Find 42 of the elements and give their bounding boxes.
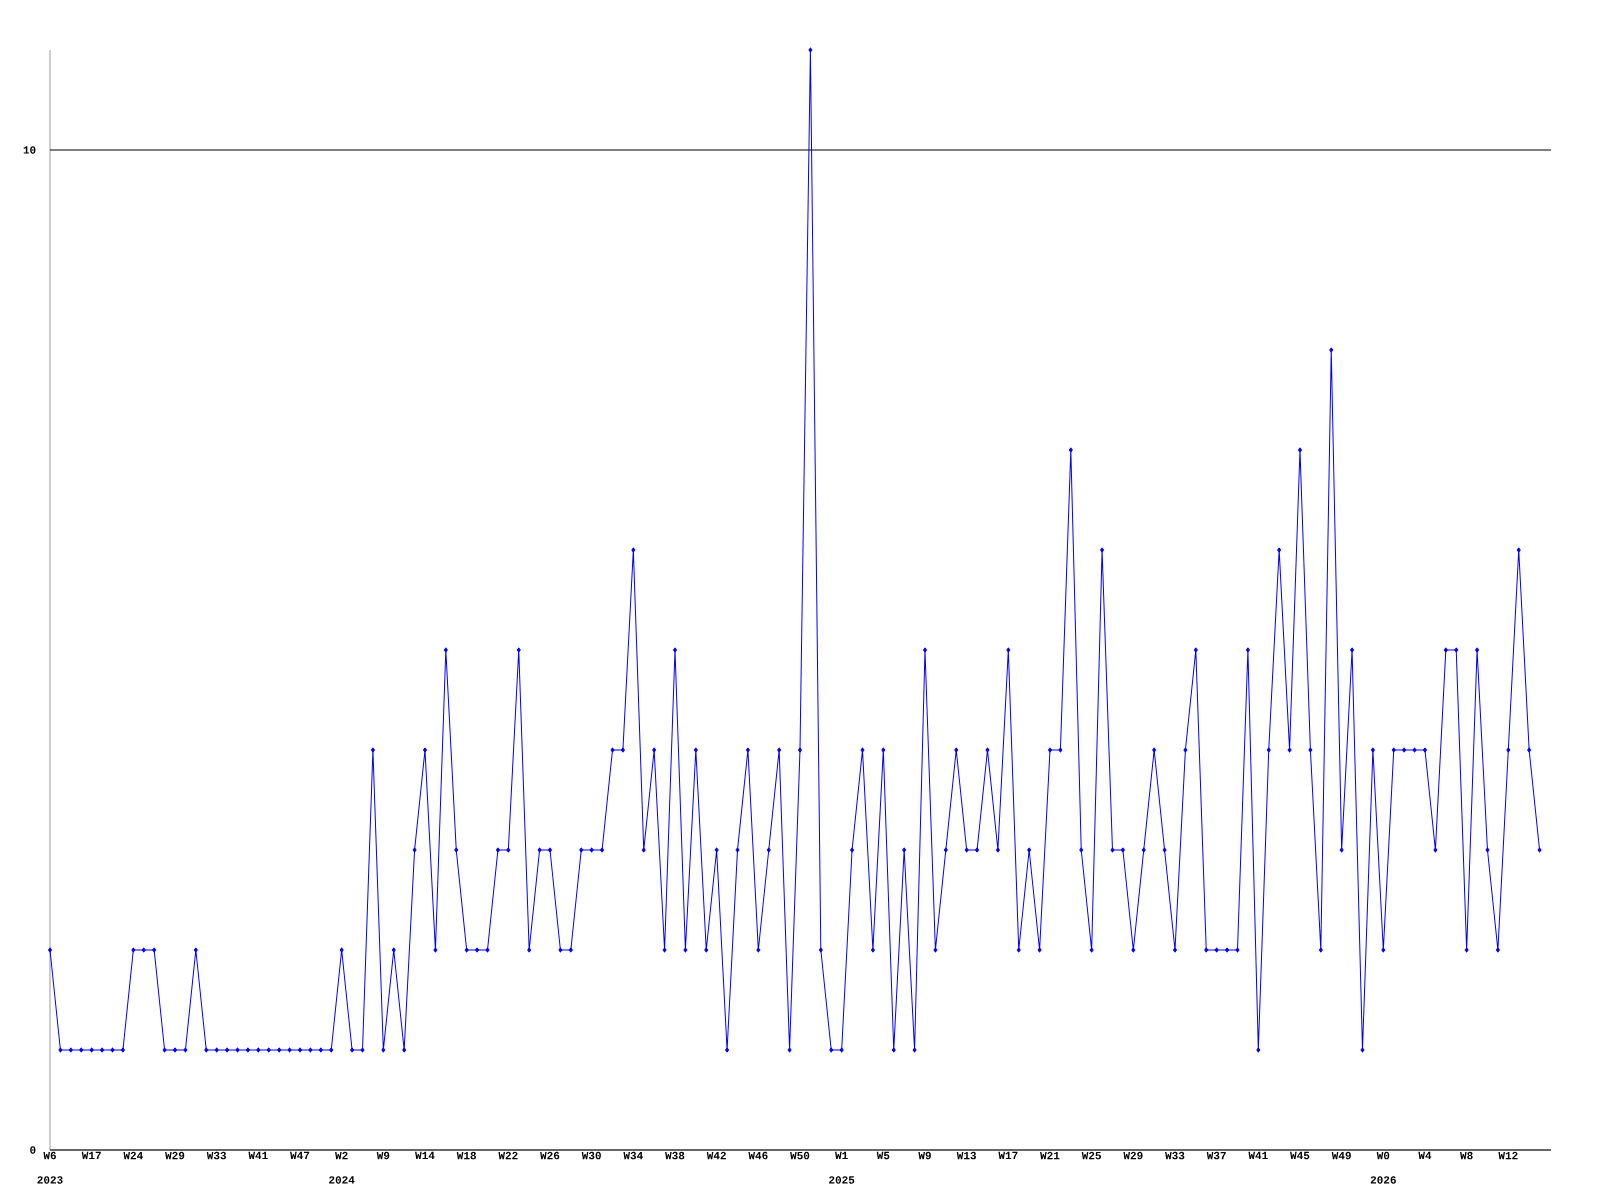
x-tick-label: W13 (956, 1151, 976, 1160)
x-tick-label: W50 (790, 1151, 810, 1160)
x-tick-label: W21 (1040, 1151, 1060, 1160)
x-tick-label: W1 (835, 1151, 848, 1160)
x-tick-label: W42 (706, 1151, 726, 1160)
x-tick-label: W9 (376, 1151, 390, 1160)
x-tick-label: W41 (1248, 1151, 1268, 1160)
x-tick-label: W33 (1165, 1151, 1185, 1160)
x-tick-label: W22 (498, 1151, 518, 1160)
x-tick-label: W29 (1123, 1151, 1143, 1160)
x-tick-label: W45 (1290, 1151, 1310, 1160)
x-tick-label: W49 (1331, 1151, 1351, 1160)
x-tick-label: W17 (998, 1151, 1018, 1160)
x-tick-label: W5 (876, 1151, 890, 1160)
x-tick-label: W2 (335, 1151, 348, 1160)
x-tick-label: W12 (1498, 1151, 1518, 1160)
x-tick-label: W4 (1418, 1151, 1432, 1160)
x-tick-label: W30 (581, 1151, 601, 1160)
y-tick-label: 0 (30, 1146, 36, 1154)
x-tick-label: W29 (165, 1151, 185, 1160)
x-tick-label: W18 (456, 1151, 476, 1160)
x-tick-label: W38 (665, 1151, 685, 1160)
text: 2024 (329, 1176, 355, 1184)
text: 2023 (37, 1176, 63, 1184)
x-tick-label: W26 (540, 1151, 560, 1160)
x-tick-label: W33 (206, 1151, 226, 1160)
x-tick-label: W8 (1460, 1151, 1473, 1160)
x-tick-label: W25 (1081, 1151, 1101, 1160)
x-tick-label: W41 (248, 1151, 268, 1160)
x-tick-label: W0 (1376, 1151, 1390, 1160)
x-tick-label: W46 (748, 1151, 768, 1160)
x-tick-label: W17 (81, 1151, 101, 1160)
x-tick-label: W37 (1206, 1151, 1226, 1160)
x-tick-label: W14 (415, 1151, 435, 1160)
text: 2026 (1370, 1176, 1396, 1184)
x-tick-label: W9 (918, 1151, 931, 1160)
x-tick-label: W34 (623, 1151, 643, 1160)
x-tick-label: W6 (43, 1151, 56, 1160)
x-tick-label: W24 (123, 1151, 143, 1160)
x-tick-label: W47 (290, 1151, 310, 1160)
text: 2025 (829, 1176, 855, 1184)
y-tick-label: 10 (23, 146, 36, 154)
